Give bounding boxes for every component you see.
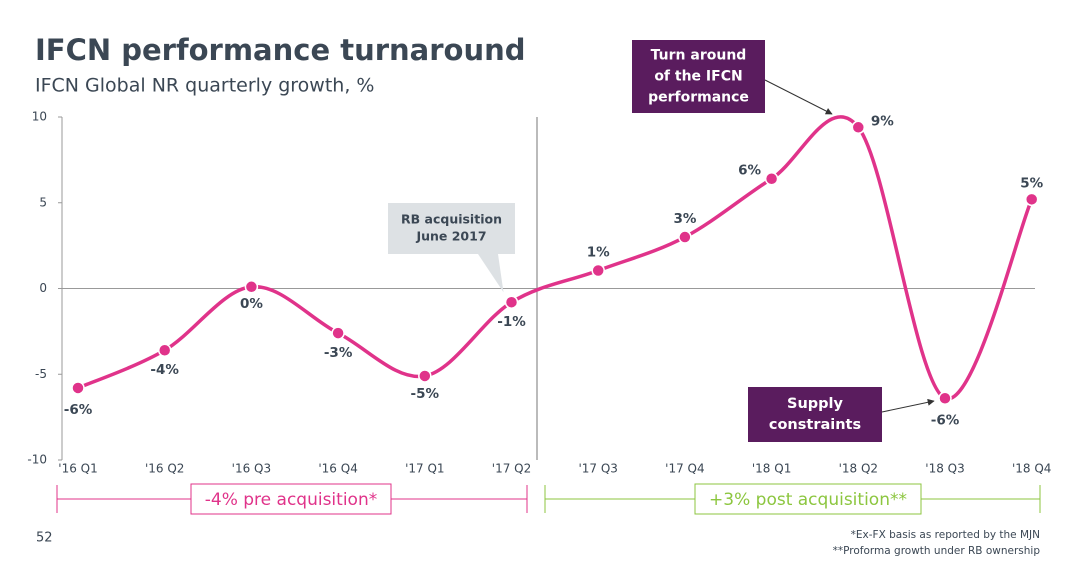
callout-box [388,203,515,254]
callout-text: June 2017 [415,229,486,244]
point [71,381,85,395]
point [591,263,605,278]
line [77,115,1034,401]
callout-text: of the IFCN [654,69,742,85]
point [244,280,259,294]
callout-text: Supply [787,396,843,412]
arrow [881,398,935,413]
x-tick-label: '17 Q1 [405,462,444,476]
period-label: +3% post acquisition** [709,490,907,510]
point [157,343,172,357]
callout-tail [478,254,504,293]
callout-box [748,387,882,442]
data-label: -1% [497,314,526,330]
y-tick-label: 0 [39,281,47,295]
y-tick-label: 5 [39,195,47,209]
period-box [190,483,392,515]
period-box [694,483,922,515]
data-label: -5% [411,386,440,402]
x-tick-label: '18 Q3 [925,462,964,476]
data-label: 5% [1020,175,1043,191]
callout-text: performance [648,90,749,106]
period-label: -4% pre acquisition* [205,490,377,510]
title: IFCN performance turnaround [35,33,526,67]
data-label: 6% [738,163,761,179]
point [418,369,432,383]
y-tick-label: 10 [32,110,47,124]
point [851,120,866,135]
x-tick-label: '16 Q2 [145,462,184,476]
point [331,326,345,340]
point [764,171,779,186]
callout-text: RB acquisition [401,212,502,227]
x-tick-label: '18 Q1 [752,462,791,476]
x-tick-label: '16 Q1 [58,462,97,476]
point [1024,192,1039,207]
x-tick-label: '18 Q2 [839,462,878,476]
point [938,391,952,406]
point [504,295,519,309]
arrow [764,79,833,115]
subtitle: IFCN Global NR quarterly growth, % [35,75,374,97]
footnote: *Ex-FX basis as reported by the MJN [851,529,1040,541]
x-tick-label: '17 Q3 [578,462,617,476]
y-tick-label: -10 [27,453,47,467]
data-label: 9% [871,113,894,129]
x-tick-label: '16 Q3 [232,462,271,476]
data-label: -4% [150,362,179,378]
x-tick-label: '17 Q4 [665,462,704,476]
callout-box [632,40,765,113]
data-label: -6% [931,412,960,428]
x-tick-label: '17 Q2 [492,462,531,476]
data-label: 0% [240,296,263,312]
y-tick-label: -5 [35,367,47,381]
x-tick-label: '16 Q4 [318,462,357,476]
data-label: -3% [324,345,353,361]
page-number: 52 [36,531,53,546]
x-tick-label: '18 Q4 [1012,462,1051,476]
footnote: **Proforma growth under RB ownership [833,545,1041,557]
callout-text: constraints [769,417,861,433]
point [678,230,692,244]
data-label: 3% [673,211,696,227]
data-label: 1% [587,244,610,260]
callout-text: Turn around [651,48,747,64]
data-label: -6% [64,402,93,418]
